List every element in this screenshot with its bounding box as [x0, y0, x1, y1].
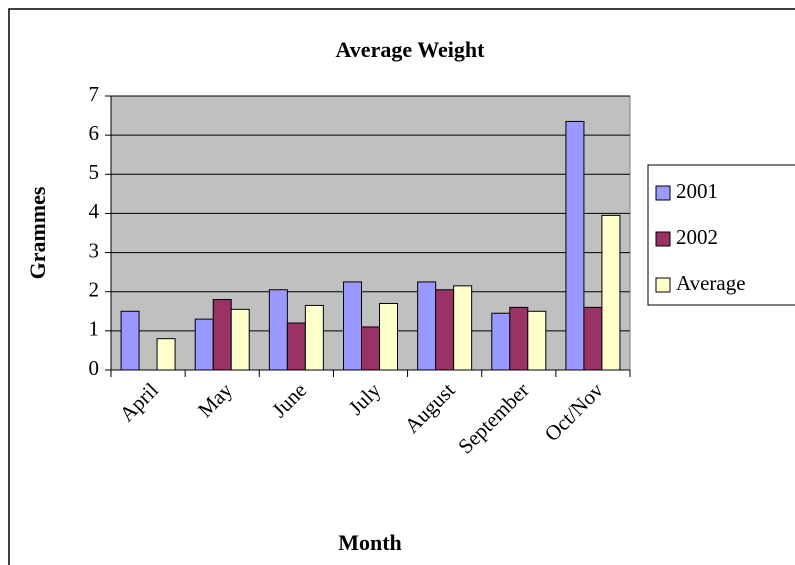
bar: [417, 281, 437, 371]
bar: [509, 306, 529, 371]
bar: [379, 302, 398, 371]
bar: [343, 281, 362, 371]
legend-swatch: [655, 231, 671, 247]
bar: [304, 304, 324, 371]
bar: [583, 306, 603, 371]
bar: [286, 322, 306, 371]
legend-label: Average: [676, 271, 746, 295]
legend-swatch: [655, 185, 671, 201]
y-tick-label: 3: [89, 238, 100, 262]
bar: [565, 120, 585, 371]
bar: [435, 289, 455, 371]
y-tick-label: 1: [89, 317, 100, 341]
legend-label: 2001: [676, 179, 718, 203]
y-tick-label: 5: [89, 160, 100, 184]
y-tick-label: 4: [89, 199, 100, 223]
bar: [194, 318, 214, 371]
legend-box: [647, 164, 795, 306]
x-axis-title: Month: [338, 530, 402, 555]
chart-title: Average Weight: [336, 37, 486, 62]
legend-swatch: [655, 277, 671, 293]
legend-label: 2002: [676, 225, 718, 249]
y-tick-label: 0: [89, 356, 100, 380]
bar: [361, 326, 380, 371]
bar: [491, 312, 511, 371]
bar: [268, 289, 288, 371]
y-tick-label: 7: [89, 82, 100, 106]
bar: [601, 214, 621, 371]
bar: [212, 299, 232, 371]
y-axis-title: Grammes: [25, 186, 50, 279]
bar: [527, 310, 547, 371]
y-tick-label: 2: [89, 278, 100, 302]
bar: [120, 310, 140, 371]
y-tick-label: 6: [89, 121, 100, 145]
bar: [453, 285, 473, 371]
bar: [156, 338, 176, 371]
bar: [230, 308, 250, 371]
